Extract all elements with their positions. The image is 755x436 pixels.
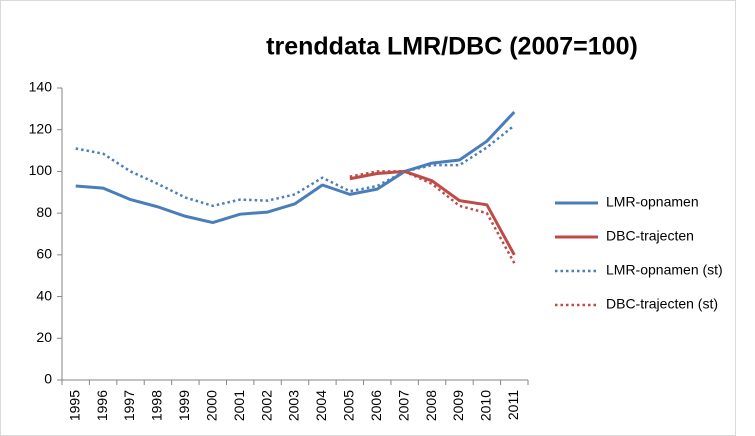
x-tick-label: 2009 <box>450 390 466 421</box>
x-tick-label: 2008 <box>423 390 439 421</box>
chart-frame <box>0 0 736 436</box>
legend-label: LMR-opnamen <box>606 194 699 210</box>
x-tick-label: 2004 <box>313 390 329 421</box>
x-tick-label: 1999 <box>176 390 192 421</box>
x-tick-label: 1997 <box>121 390 137 421</box>
y-tick-label: 140 <box>29 79 53 95</box>
legend-label: DBC-trajecten <box>606 228 694 244</box>
x-tick-label: 2006 <box>368 390 384 421</box>
y-tick-label: 100 <box>29 162 53 178</box>
chart-title: trenddata LMR/DBC (2007=100) <box>266 33 638 61</box>
x-tick-label: 1998 <box>149 390 165 421</box>
y-tick-label: 80 <box>36 204 52 220</box>
x-tick-label: 2000 <box>203 390 219 421</box>
legend-label: DBC-trajecten (st) <box>606 296 718 312</box>
y-tick-label: 60 <box>36 246 52 262</box>
x-tick-label: 2001 <box>231 390 247 421</box>
x-tick-label: 2007 <box>395 390 411 421</box>
y-tick-label: 40 <box>36 287 52 303</box>
data-line <box>349 169 516 256</box>
data-line <box>349 170 516 264</box>
data-line <box>75 124 516 208</box>
data-line <box>75 110 516 225</box>
x-tick-label: 2005 <box>341 390 357 421</box>
y-tick-label: 120 <box>29 120 53 136</box>
x-tick-label: 2003 <box>286 390 302 421</box>
x-tick-label: 2002 <box>258 390 274 421</box>
x-tick-label: 1996 <box>94 390 110 421</box>
legend-label: LMR-opnamen (st) <box>606 262 723 278</box>
y-tick-label: 0 <box>44 371 52 387</box>
x-tick-label: 2011 <box>505 390 521 420</box>
x-tick-label: 2010 <box>478 390 494 421</box>
x-tick-label: 1995 <box>66 390 82 421</box>
y-tick-label: 20 <box>36 329 52 345</box>
